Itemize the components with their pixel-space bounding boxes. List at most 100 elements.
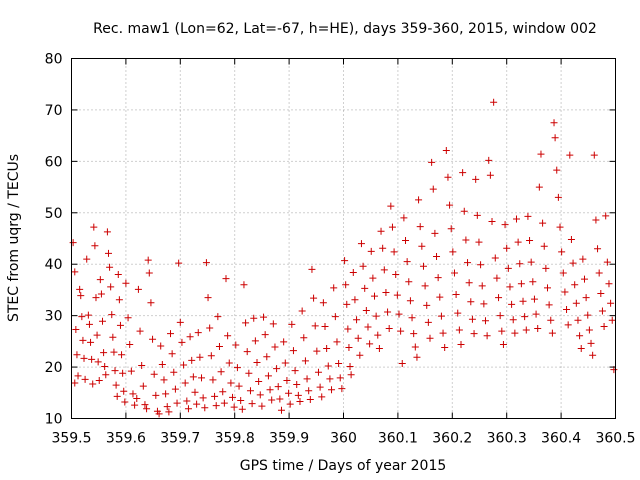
- data-point: [384, 308, 392, 316]
- data-point: [447, 225, 455, 233]
- data-point: [330, 284, 338, 292]
- data-point: [598, 307, 606, 315]
- data-point: [547, 316, 555, 324]
- x-tick-label: 360: [330, 431, 357, 447]
- data-point: [107, 283, 115, 291]
- data-point: [344, 325, 352, 333]
- data-point: [354, 334, 362, 342]
- data-point: [556, 223, 564, 231]
- data-point: [158, 361, 166, 368]
- data-point: [406, 297, 414, 305]
- data-point: [110, 348, 118, 356]
- data-point: [291, 367, 299, 375]
- data-point: [157, 342, 165, 350]
- data-point: [402, 237, 410, 245]
- data-point: [88, 355, 96, 363]
- data-point: [238, 405, 246, 413]
- data-point: [436, 293, 444, 301]
- data-point: [473, 211, 481, 219]
- data-point: [74, 372, 82, 380]
- data-point: [285, 389, 293, 397]
- data-point: [514, 238, 522, 246]
- data-point: [413, 353, 421, 361]
- data-point: [345, 344, 353, 352]
- data-point: [467, 298, 475, 306]
- data-point: [603, 258, 611, 266]
- data-point: [537, 150, 545, 158]
- data-point: [93, 331, 101, 339]
- data-point: [95, 376, 103, 384]
- y-tick-label: 50: [45, 206, 63, 222]
- data-point: [587, 339, 595, 347]
- x-tick-label: 360.2: [432, 431, 472, 447]
- data-point: [145, 269, 153, 277]
- data-point: [80, 354, 88, 362]
- data-point: [324, 362, 332, 370]
- data-point: [303, 375, 311, 383]
- data-point: [81, 375, 89, 383]
- data-point: [362, 307, 370, 314]
- data-point: [162, 390, 170, 398]
- x-tick-label: 360.1: [378, 431, 418, 447]
- data-point: [377, 227, 385, 235]
- data-point: [566, 151, 574, 159]
- data-point: [314, 368, 322, 376]
- data-point: [522, 326, 530, 334]
- data-point: [369, 274, 377, 282]
- data-point: [509, 316, 517, 324]
- data-point: [108, 311, 116, 319]
- data-point: [229, 393, 237, 401]
- data-point: [191, 388, 199, 396]
- data-point: [388, 223, 396, 231]
- data-point: [129, 390, 137, 398]
- data-point: [141, 401, 149, 409]
- data-point: [477, 261, 485, 269]
- data-point: [431, 229, 439, 237]
- y-tick-label: 30: [45, 309, 63, 325]
- data-point: [139, 382, 147, 390]
- data-point: [109, 333, 117, 341]
- data-point: [250, 314, 258, 322]
- x-tick-label: 359.9: [269, 431, 309, 447]
- x-tick-label: 359.8: [215, 431, 255, 447]
- data-point: [418, 242, 426, 250]
- data-point: [563, 305, 571, 313]
- data-point: [118, 351, 126, 359]
- data-point: [347, 371, 355, 379]
- data-point: [455, 326, 463, 334]
- data-point: [607, 299, 615, 307]
- data-point: [305, 387, 313, 395]
- data-point: [94, 358, 102, 366]
- data-point: [524, 212, 532, 220]
- data-point: [323, 345, 331, 353]
- data-point: [512, 215, 520, 223]
- y-tick-label: 70: [45, 103, 63, 119]
- data-point: [85, 320, 93, 328]
- data-point: [442, 147, 450, 155]
- data-point: [273, 365, 281, 373]
- data-point: [301, 357, 309, 365]
- data-point: [264, 372, 272, 380]
- data-point: [504, 264, 512, 272]
- data-point: [590, 151, 598, 159]
- data-point: [597, 290, 605, 298]
- data-point: [527, 258, 535, 266]
- data-point: [233, 364, 241, 372]
- data-point: [293, 381, 301, 389]
- data-point: [483, 332, 491, 340]
- data-point: [217, 368, 225, 376]
- x-tick-label: 360.3: [487, 431, 527, 447]
- data-point: [564, 321, 572, 329]
- data-point: [539, 219, 547, 227]
- data-point: [126, 340, 134, 348]
- data-point: [186, 333, 194, 341]
- data-point: [419, 262, 427, 270]
- data-point: [73, 351, 81, 359]
- data-point: [77, 292, 85, 300]
- data-point: [328, 386, 336, 394]
- ticks-layer: 359.5 359.6 359.7 359.8 359.9 360 360.1 360.2 36…: [45, 52, 636, 447]
- data-point: [346, 363, 354, 371]
- data-point: [551, 134, 559, 142]
- data-point: [544, 284, 551, 292]
